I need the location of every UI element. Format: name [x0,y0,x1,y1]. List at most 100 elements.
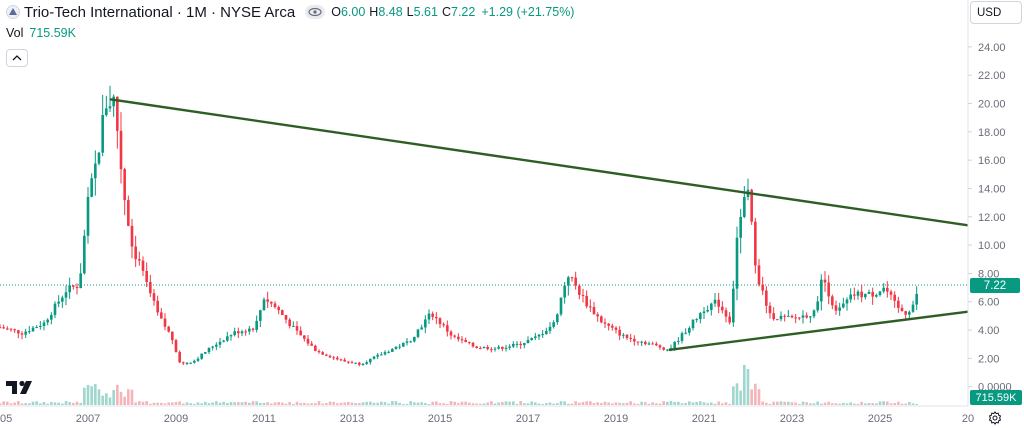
candle-body [86,196,90,236]
volume-bar [574,401,577,405]
candle-body [123,169,126,201]
volume-bar [266,402,269,405]
candle-body [666,349,669,351]
candle-body [585,295,588,307]
candle-body [435,316,438,319]
time-axis[interactable]: 2005 2007 2009 2011 2013 2015 2017 2019 2021 2023… [0,413,974,425]
volume-bar [306,403,310,405]
candle-body [530,338,533,341]
gear-icon[interactable] [988,411,1002,425]
candle-body [732,288,735,323]
volume-bar [717,401,720,405]
candle-body [871,291,874,297]
volume-bar [413,402,416,405]
candle-body [35,327,38,329]
volume-bar [900,403,904,405]
volume-bar [801,401,805,405]
volume-bar [911,403,915,405]
price-tick-label: 2.00 [978,353,999,365]
candle-body [391,348,394,352]
volume-bar [72,402,75,405]
candle-body [856,291,860,296]
candle-body [90,178,93,197]
candle-body [889,291,893,295]
candle-body [482,347,486,349]
candle-body [662,347,665,350]
volume-bar [820,403,823,405]
volume-bar [526,403,530,405]
candle-body [321,352,324,355]
candle-body [904,311,907,315]
candle-body [39,325,42,328]
volume-bar [629,401,632,405]
candle-body [651,343,654,345]
candle-body [644,341,647,345]
volume-bar [97,389,101,405]
candle-body [882,287,885,292]
volume-bar [189,403,192,405]
candle-body [552,322,555,327]
candle-body [9,328,13,330]
volume-bar [339,402,343,405]
candle-body [875,295,878,297]
candle-body [607,323,610,326]
volume-bar [57,402,60,405]
candle-body [721,306,724,311]
candle-body [229,335,233,337]
volume-bar [684,402,687,405]
volume-bar [592,402,596,405]
candle-body [215,344,218,347]
candle-body [468,342,471,344]
volume-bar [757,389,761,405]
candle-body [211,346,214,348]
candle-body [541,334,544,336]
volume-bar [651,402,654,405]
volume-bar [163,403,167,405]
candle-body [453,335,456,337]
volume-bar [856,403,860,405]
candle-body [570,277,574,279]
volume-bar [640,401,643,405]
volume-bar [545,403,548,405]
volume-bar [149,403,152,405]
candle-body [486,347,489,350]
eye-icon[interactable] [305,5,326,19]
volume-bar [31,401,35,405]
volume-bar [365,401,368,405]
collapse-legend-button[interactable] [6,49,28,67]
candles [0,85,918,367]
volume-bar [688,401,691,405]
tradingview-logo-icon[interactable] [6,379,38,395]
candle-body [636,341,640,343]
candle-body [383,352,387,355]
volume-bar [35,401,38,405]
low-label: L [406,5,414,19]
currency-button[interactable]: USD [970,1,1022,24]
volume-bar [728,403,731,405]
candle-body [827,282,830,297]
volume-bar [391,401,394,405]
volume-bar [108,397,112,405]
candle-body [765,290,768,306]
candle-body [108,106,112,109]
volume-bar [908,402,911,405]
time-tick-label: 2015 [428,413,452,425]
volume-bar [215,401,218,405]
trendlines[interactable] [109,98,969,352]
candle-body [0,327,2,329]
candle-body [761,284,764,291]
volume-bar [779,401,783,405]
candle-body [200,353,203,359]
price-tick-label: 10.00 [978,240,1006,252]
volume-bar [61,403,64,405]
volume-legend: Vol 715.59K [6,26,76,40]
volume-bar [350,402,354,405]
candle-body [750,189,753,222]
symbol-title[interactable]: Trio-Tech International · 1M · NYSE Arca [24,3,296,21]
candle-body [112,96,115,107]
candle-body [504,347,508,349]
time-tick-label: 2019 [604,413,628,425]
price-axis[interactable]: 24.00 22.00 20.00 18.00 16.00 14.00 12.00 10.00… [968,42,1012,394]
volume-bar [523,403,526,405]
